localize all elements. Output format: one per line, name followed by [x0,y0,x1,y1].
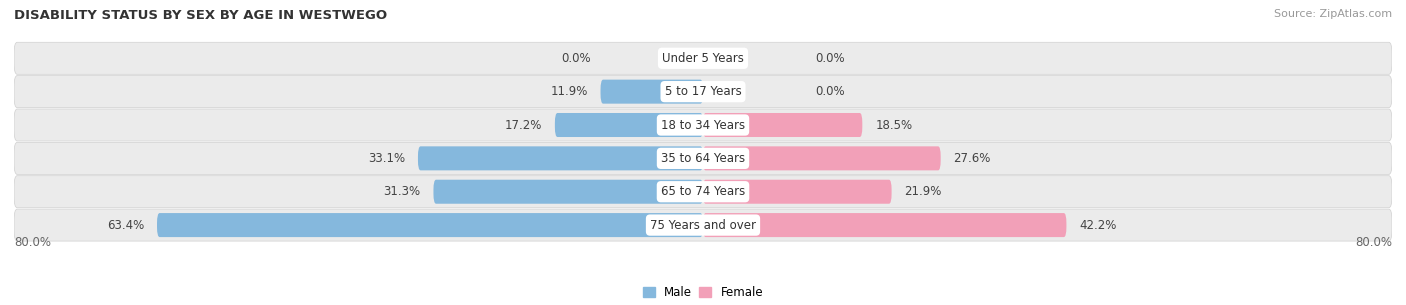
Text: 18.5%: 18.5% [875,119,912,131]
FancyBboxPatch shape [433,180,703,204]
FancyBboxPatch shape [14,76,1392,108]
Text: 0.0%: 0.0% [561,52,591,65]
Text: 17.2%: 17.2% [505,119,541,131]
Text: 75 Years and over: 75 Years and over [650,219,756,231]
Text: 0.0%: 0.0% [815,52,845,65]
Text: DISABILITY STATUS BY SEX BY AGE IN WESTWEGO: DISABILITY STATUS BY SEX BY AGE IN WESTW… [14,9,387,22]
Text: 42.2%: 42.2% [1080,219,1116,231]
Text: 35 to 64 Years: 35 to 64 Years [661,152,745,165]
Text: 65 to 74 Years: 65 to 74 Years [661,185,745,198]
Text: 80.0%: 80.0% [1355,236,1392,249]
Text: 80.0%: 80.0% [14,236,51,249]
FancyBboxPatch shape [14,142,1392,174]
FancyBboxPatch shape [703,213,1066,237]
FancyBboxPatch shape [14,209,1392,241]
Text: 0.0%: 0.0% [815,85,845,98]
FancyBboxPatch shape [555,113,703,137]
FancyBboxPatch shape [14,42,1392,74]
Text: 21.9%: 21.9% [904,185,942,198]
Text: 11.9%: 11.9% [550,85,588,98]
FancyBboxPatch shape [703,146,941,170]
Text: 27.6%: 27.6% [953,152,991,165]
Text: Under 5 Years: Under 5 Years [662,52,744,65]
Text: 31.3%: 31.3% [384,185,420,198]
Text: Source: ZipAtlas.com: Source: ZipAtlas.com [1274,9,1392,19]
FancyBboxPatch shape [157,213,703,237]
Text: 18 to 34 Years: 18 to 34 Years [661,119,745,131]
FancyBboxPatch shape [418,146,703,170]
FancyBboxPatch shape [703,113,862,137]
Legend: Male, Female: Male, Female [638,282,768,304]
FancyBboxPatch shape [14,109,1392,141]
FancyBboxPatch shape [14,176,1392,208]
FancyBboxPatch shape [600,80,703,104]
FancyBboxPatch shape [703,180,891,204]
Text: 5 to 17 Years: 5 to 17 Years [665,85,741,98]
Text: 63.4%: 63.4% [107,219,143,231]
Text: 33.1%: 33.1% [368,152,405,165]
